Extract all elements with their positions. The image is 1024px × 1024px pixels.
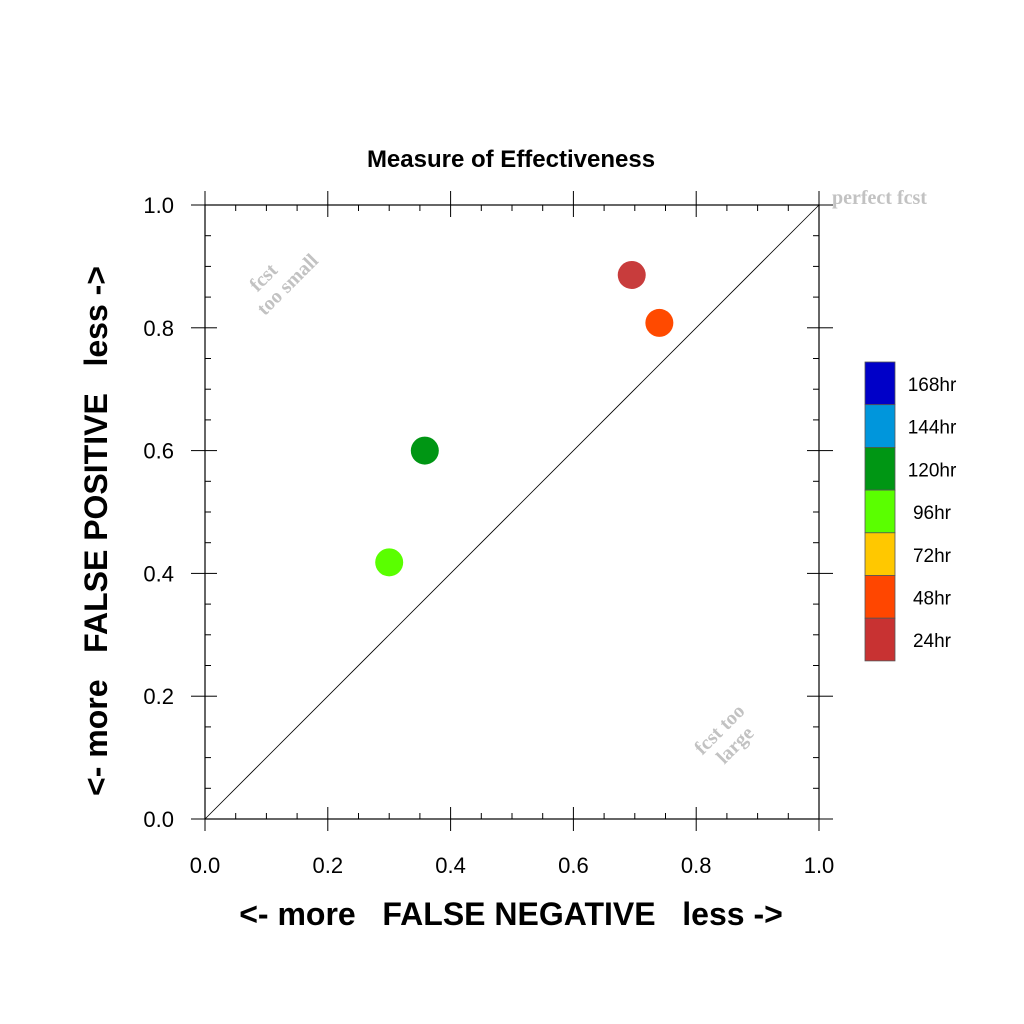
- x-tick-label: 0.4: [435, 853, 466, 878]
- y-tick-label: 0.2: [143, 684, 174, 709]
- legend-label-168hr: 168hr: [908, 375, 957, 396]
- legend-swatch-96hr: [864, 489, 896, 534]
- y-tick-label: 1.0: [143, 193, 174, 218]
- legend-swatch-72hr: [864, 532, 896, 576]
- legend-label-48hr: 48hr: [913, 589, 952, 610]
- legend-label-144hr: 144hr: [908, 418, 957, 439]
- data-point-120hr: [410, 436, 439, 465]
- data-point-24hr: [617, 260, 646, 289]
- y-tick-label: 0.8: [143, 316, 174, 341]
- annotation-too-large: fcst too large: [690, 700, 758, 768]
- diagonal-reference-line: [204, 204, 820, 820]
- y-axis-label: <- more FALSE POSITIVE less ->: [78, 266, 114, 796]
- data-points: [375, 260, 674, 577]
- x-tick-label: 1.0: [804, 853, 835, 878]
- legend: 168hr 144hr 120hr 96hr 72hr 48hr 24hr: [864, 361, 957, 662]
- legend-swatch-144hr: [864, 404, 896, 448]
- chart-title: Measure of Effectiveness: [367, 146, 655, 173]
- data-point-96hr: [375, 548, 404, 577]
- legend-swatch-168hr: [864, 361, 896, 406]
- y-tick-label: 0.0: [143, 807, 174, 832]
- axis-ticks: [191, 191, 833, 831]
- x-axis-label: <- more FALSE NEGATIVE less ->: [239, 896, 783, 932]
- legend-swatch-24hr: [864, 617, 896, 662]
- y-tick-label: 0.4: [143, 561, 174, 586]
- x-tick-labels: 0.0 0.2 0.4 0.6 0.8 1.0: [190, 853, 835, 878]
- annotation-too-small: fcst too small: [245, 249, 323, 319]
- legend-label-24hr: 24hr: [913, 631, 952, 652]
- legend-label-120hr: 120hr: [908, 460, 957, 481]
- legend-label-96hr: 96hr: [913, 503, 952, 524]
- x-tick-label: 0.2: [313, 853, 344, 878]
- legend-label-72hr: 72hr: [913, 546, 952, 567]
- x-tick-label: 0.0: [190, 853, 221, 878]
- legend-swatch-48hr: [864, 575, 896, 619]
- y-tick-label: 0.6: [143, 439, 174, 464]
- data-point-48hr: [645, 308, 674, 337]
- y-tick-labels: 0.0 0.2 0.4 0.6 0.8 1.0: [143, 193, 174, 832]
- x-tick-label: 0.6: [558, 853, 589, 878]
- x-tick-label: 0.8: [681, 853, 712, 878]
- annotation-perfect-fcst: perfect fcst: [832, 187, 927, 209]
- legend-swatch-120hr: [864, 446, 896, 491]
